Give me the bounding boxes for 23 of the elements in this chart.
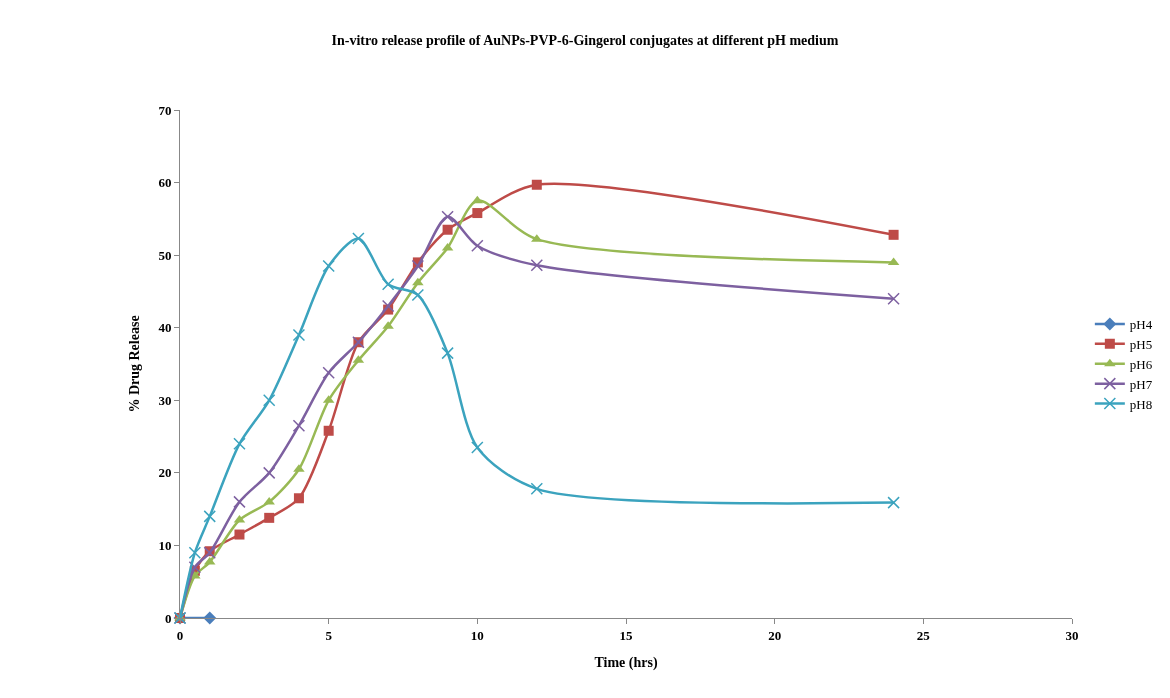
y-axis-title: % Drug Release <box>127 315 142 413</box>
x-tick-label: 15 <box>619 627 633 643</box>
x-tick-label: 5 <box>325 627 333 643</box>
y-tick-label: 30 <box>158 392 172 408</box>
x-tick-label: 0 <box>176 627 184 643</box>
y-tick-label: 0 <box>164 610 172 626</box>
y-tick-label: 10 <box>158 537 172 553</box>
y-tick-label: 40 <box>158 320 172 336</box>
legend-label: pH8 <box>1129 396 1153 412</box>
x-axis-title: Time (hrs) <box>594 654 658 671</box>
legend-label: pH6 <box>1129 356 1153 372</box>
legend-label: pH5 <box>1129 336 1153 352</box>
legend-label: pH4 <box>1129 317 1153 333</box>
y-tick-label: 60 <box>158 175 172 191</box>
y-tick-label: 20 <box>158 465 172 481</box>
x-tick-label: 30 <box>1065 627 1079 643</box>
x-tick-label: 25 <box>916 627 931 643</box>
x-tick-label: 10 <box>470 627 484 643</box>
y-tick-label: 50 <box>158 247 172 263</box>
chart-title: In-vitro release profile of AuNPs-PVP-6-Gingerol conjugates at different pH medium <box>331 32 839 48</box>
x-tick-label: 20 <box>768 627 782 643</box>
y-tick-label: 70 <box>158 102 172 118</box>
legend-label: pH7 <box>1129 376 1153 392</box>
